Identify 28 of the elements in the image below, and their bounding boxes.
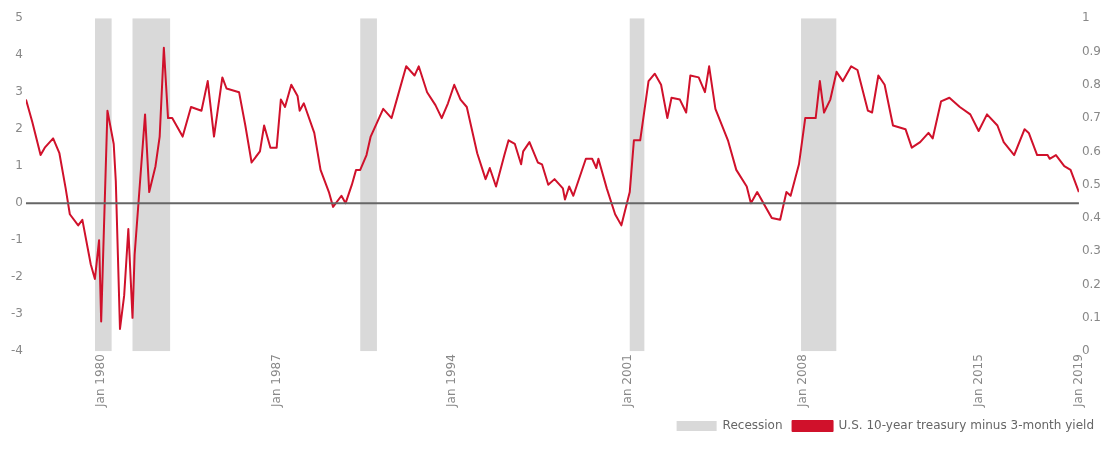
x-tick-label: Jan 2008: [795, 354, 810, 409]
x-tick-label: Jan 1980: [93, 354, 108, 409]
legend-label: Recession: [722, 418, 783, 433]
y-tick-label: -4: [11, 343, 23, 358]
y2-tick-label: 0.2: [1081, 276, 1102, 291]
x-tick-label: Jan 2001: [619, 354, 634, 409]
y-tick-label: 0: [15, 195, 23, 210]
y-tick-label: 2: [15, 121, 23, 136]
y2-tick-label: 1: [1081, 10, 1090, 25]
x-tick-label: Jan 2015: [970, 354, 985, 409]
y-tick-label: -2: [11, 269, 23, 284]
y2-tick-label: 0.8: [1081, 76, 1102, 91]
y2-tick-label: 0.3: [1081, 243, 1102, 258]
y-tick-label: 1: [15, 158, 23, 173]
y2-tick-label: 0.1: [1081, 309, 1102, 324]
x-tick-label: Jan 1994: [444, 354, 459, 409]
y2-tick-label: 0.9: [1081, 43, 1102, 58]
y-tick-label: 3: [15, 84, 23, 99]
y2-tick-label: 0.5: [1081, 176, 1102, 191]
y2-tick-label: 0.4: [1081, 210, 1102, 225]
y-tick-label: 5: [15, 10, 23, 25]
y-tick-label: 4: [15, 47, 23, 62]
y2-tick-label: 0.7: [1081, 110, 1102, 125]
y-tick-label: -3: [11, 306, 23, 321]
y-tick-label: -1: [11, 232, 23, 247]
y2-tick-label: 0.6: [1081, 143, 1102, 158]
legend-label: U.S. 10-year treasury minus 3-month yield: [838, 418, 1094, 433]
x-tick-label: Jan 1987: [268, 354, 283, 409]
